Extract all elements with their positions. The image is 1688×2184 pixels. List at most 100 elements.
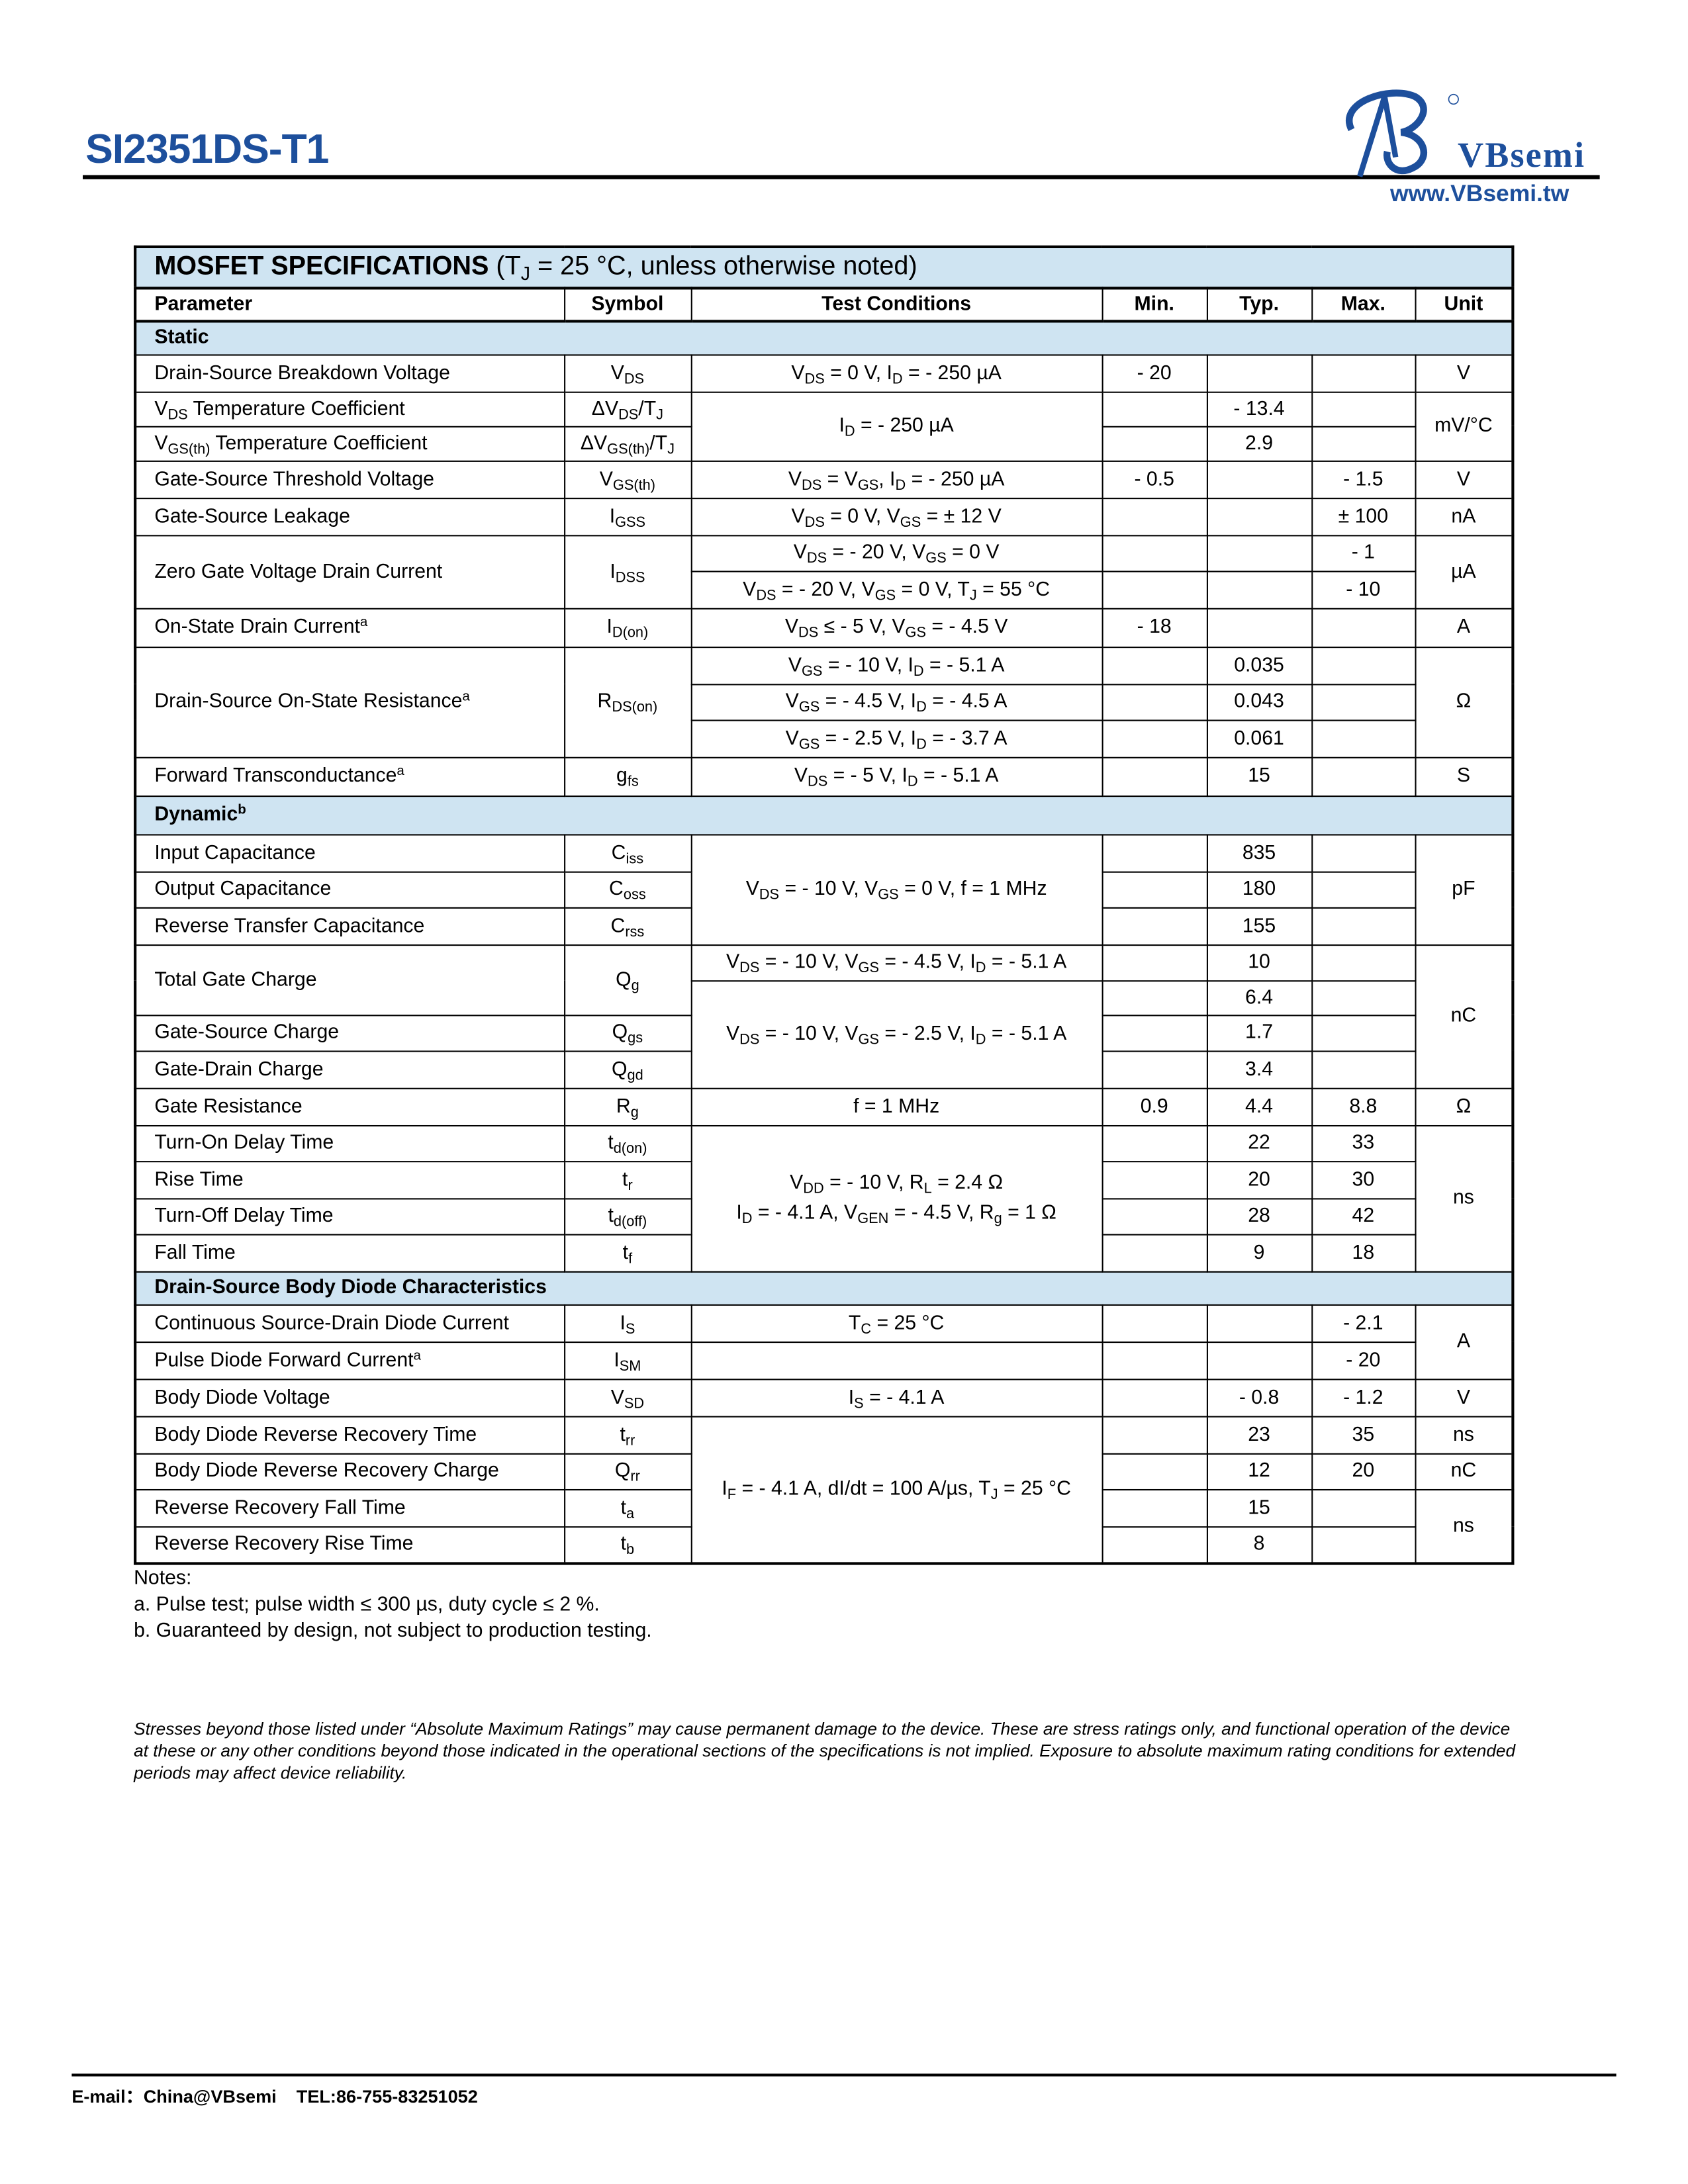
min (1101, 390, 1207, 427)
param: Pulse Diode Forward Currenta (134, 1341, 565, 1380)
param: Reverse Recovery Rise Time (134, 1525, 565, 1565)
max: 18 (1311, 1233, 1416, 1272)
max (1311, 833, 1416, 872)
typ: 0.035 (1205, 646, 1313, 685)
max (1311, 979, 1416, 1016)
max (1311, 944, 1416, 981)
typ: 20 (1205, 1160, 1313, 1199)
table-row: Drain-Source Breakdown Voltage VDS VDS = 0… (134, 353, 1514, 392)
table-row: Continuous Source-Drain Diode Current IS T… (134, 1303, 1514, 1380)
min (1101, 719, 1207, 758)
min: - 20 (1101, 353, 1207, 392)
condition: ID = - 250 µA (690, 390, 1103, 461)
section-body-diode: Drain-Source Body Diode Characteristics (134, 1270, 1514, 1305)
table-title: MOSFET SPECIFICATIONS (TJ = 25 °C, unles… (134, 246, 1514, 290)
table-row: Total Gate Charge Qg VDS = - 10 V, VGS = -… (134, 944, 1514, 1089)
table-row: Gate-Drain Charge Qgd 3.4 (134, 1050, 1513, 1089)
max: - 2.1 (1311, 1303, 1416, 1343)
col-unit: Unit (1414, 287, 1514, 323)
min (1101, 906, 1207, 946)
param: Drain-Source Breakdown Voltage (134, 353, 565, 392)
param: Zero Gate Voltage Drain Current (134, 534, 565, 609)
min (1101, 1303, 1207, 1343)
max (1311, 353, 1416, 392)
min (1101, 683, 1207, 721)
param: Input Capacitance (134, 833, 565, 872)
vbsemi-logo-icon (1346, 89, 1459, 177)
symbol: VGS(th) (563, 459, 692, 499)
table-row: Gate-Source Leakage IGSS VDS = 0 V, VGS = … (134, 497, 1514, 536)
symbol: trr (563, 1415, 692, 1454)
param: Forward Transconductancea (134, 756, 565, 797)
unit: A (1414, 607, 1514, 648)
header-rule (82, 175, 1600, 179)
condition: VGS = - 10 V, ID = - 5.1 A (690, 646, 1103, 685)
param: Body Diode Voltage (134, 1378, 565, 1417)
table-row: Body Diode Reverse Recovery Time trr IF = … (134, 1415, 1514, 1565)
condition: IS = - 4.1 A (690, 1378, 1103, 1417)
table-row: Reverse Recovery Fall Time ta 15 ns (134, 1488, 1514, 1565)
max: 20 (1311, 1452, 1416, 1490)
param: Output Capacitance (134, 870, 565, 908)
min (1101, 425, 1207, 461)
typ: 23 (1205, 1415, 1313, 1454)
unit: ns (1414, 1488, 1514, 1565)
max (1311, 683, 1416, 721)
table-title-bold: MOSFET SPECIFICATIONS (154, 252, 489, 281)
symbol: Qgs (563, 1014, 692, 1052)
table-row: Body Diode Reverse Recovery Charge Qrr 12 2… (134, 1452, 1514, 1490)
max: 33 (1311, 1124, 1416, 1162)
table-row: Gate-Source Charge Qgs 1.7 (134, 1014, 1513, 1052)
min: 0.9 (1101, 1087, 1207, 1126)
param: Continuous Source-Drain Diode Current (134, 1303, 565, 1343)
table-row: Reverse Recovery Rise Time tb 8 (134, 1525, 1513, 1565)
min (1101, 1124, 1207, 1162)
typ: 3.4 (1205, 1050, 1313, 1089)
footer-contact: E-mail：China@VBsemi TEL:86-755-83251052 (71, 2086, 478, 2107)
table-row: Output Capacitance Coss 180 (134, 870, 1513, 908)
max: 35 (1311, 1415, 1416, 1454)
param: Body Diode Reverse Recovery Time (134, 1415, 565, 1454)
unit: µA (1414, 534, 1514, 609)
condition-line: VDD = - 10 V, RL = 2.4 Ω (790, 1171, 1004, 1197)
table-row: Rise Time tr 20 30 (134, 1160, 1513, 1199)
typ: - 13.4 (1205, 390, 1313, 427)
unit: nA (1414, 497, 1514, 536)
col-test-conditions: Test Conditions (690, 287, 1103, 323)
symbol: Qgd (563, 1050, 692, 1089)
notes: Notes: a. Pulse test; pulse width ≤ 300 … (134, 1567, 652, 1645)
param: Gate-Drain Charge (134, 1050, 565, 1089)
table-row: Input Capacitance Ciss VDS = - 10 V, VGS =… (134, 833, 1514, 946)
disclaimer: Stresses beyond those listed under “Abso… (134, 1719, 1516, 1783)
table-row: Pulse Diode Forward Currenta ISM - 20 (134, 1341, 1513, 1380)
min: - 18 (1101, 607, 1207, 648)
min (1101, 1488, 1207, 1527)
symbol: ta (563, 1488, 692, 1527)
symbol: Qg (563, 944, 692, 1016)
condition: VDS = 0 V, VGS = ± 12 V (690, 497, 1103, 536)
condition: f = 1 MHz (690, 1087, 1103, 1126)
typ: 22 (1205, 1124, 1313, 1162)
param: Gate Resistance (134, 1087, 565, 1126)
website-link[interactable]: www.VBsemi.tw (1389, 180, 1570, 207)
unit: nC (1414, 944, 1514, 1089)
condition: VDD = - 10 V, RL = 2.4 Ω ID = - 4.1 A, VG… (690, 1124, 1103, 1272)
symbol: Ciss (563, 833, 692, 872)
param: Gate-Source Charge (134, 1014, 565, 1052)
symbol: Qrr (563, 1452, 692, 1490)
condition: IF = - 4.1 A, dI/dt = 100 A/µs, TJ = 25 … (690, 1415, 1103, 1565)
param: Fall Time (134, 1233, 565, 1272)
min (1101, 1160, 1207, 1199)
symbol: gfs (563, 756, 692, 797)
unit: V (1414, 1378, 1514, 1417)
max (1311, 1488, 1416, 1527)
param: Gate-Source Threshold Voltage (134, 459, 565, 499)
max (1311, 607, 1416, 648)
unit: mV/°C (1414, 390, 1514, 461)
table-row: Turn-On Delay Time td(on) VDD = - 10 V, RL… (134, 1124, 1514, 1272)
typ: 4.4 (1205, 1087, 1313, 1126)
condition: VDS = - 20 V, VGS = 0 V, TJ = 55 °C (690, 570, 1103, 609)
max: 30 (1311, 1160, 1416, 1199)
typ: 1.7 (1205, 1014, 1313, 1052)
